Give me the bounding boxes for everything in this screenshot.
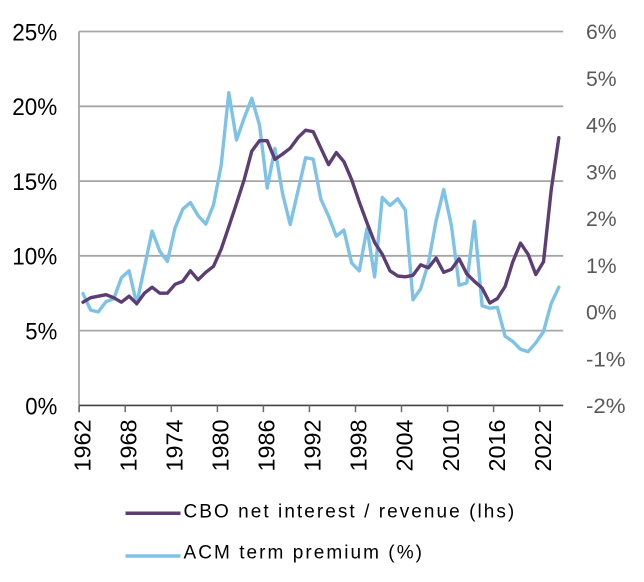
svg-text:6%: 6% bbox=[586, 20, 617, 44]
svg-text:ACM term premium (%): ACM term premium (%) bbox=[184, 543, 425, 564]
svg-text:1974: 1974 bbox=[162, 419, 188, 471]
svg-text:1986: 1986 bbox=[254, 420, 280, 472]
svg-text:0%: 0% bbox=[586, 301, 617, 325]
svg-text:2%: 2% bbox=[586, 207, 617, 231]
svg-text:10%: 10% bbox=[12, 244, 57, 271]
svg-text:25%: 25% bbox=[12, 19, 57, 46]
svg-text:1968: 1968 bbox=[115, 420, 141, 472]
svg-text:3%: 3% bbox=[586, 160, 617, 184]
svg-text:5%: 5% bbox=[586, 67, 617, 91]
svg-text:CBO net interest / revenue (lh: CBO net interest / revenue (lhs) bbox=[184, 502, 517, 523]
svg-text:1980: 1980 bbox=[208, 420, 234, 472]
svg-text:2010: 2010 bbox=[438, 420, 464, 472]
svg-text:1998: 1998 bbox=[346, 420, 372, 472]
svg-text:1%: 1% bbox=[586, 254, 617, 278]
svg-text:4%: 4% bbox=[586, 114, 617, 138]
svg-text:15%: 15% bbox=[12, 169, 57, 196]
svg-text:1962: 1962 bbox=[69, 420, 95, 472]
svg-text:1992: 1992 bbox=[300, 420, 326, 472]
svg-text:2016: 2016 bbox=[484, 420, 510, 472]
svg-text:-1%: -1% bbox=[586, 347, 626, 371]
svg-text:5%: 5% bbox=[25, 319, 57, 346]
svg-text:2022: 2022 bbox=[530, 420, 556, 472]
svg-text:2004: 2004 bbox=[392, 419, 418, 471]
svg-text:0%: 0% bbox=[25, 393, 57, 420]
svg-text:-2%: -2% bbox=[586, 394, 626, 418]
svg-text:20%: 20% bbox=[12, 94, 57, 121]
